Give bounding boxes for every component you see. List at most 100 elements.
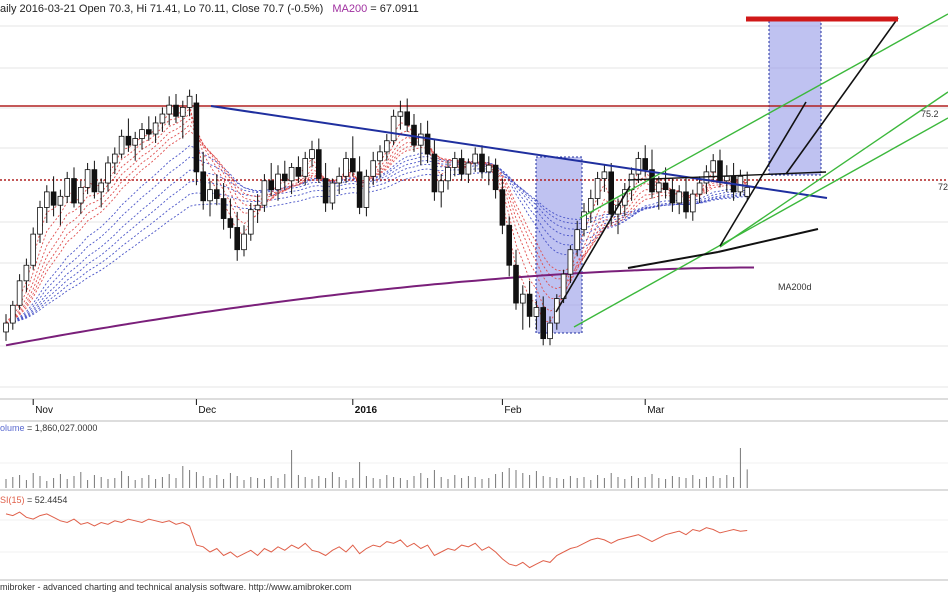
candle-up [567, 249, 574, 275]
price-header: aily 2016-03-21 Open 70.3, Hi 71.41, Lo … [0, 3, 419, 15]
volume-header: olume = 1,860,027.0000 [0, 423, 97, 433]
candle-up [254, 204, 261, 211]
candle-up [118, 135, 125, 155]
channel-line-inner [719, 91, 948, 248]
candle-up [594, 178, 601, 199]
level-label-upper: 75.2 [921, 109, 939, 119]
candle-down [322, 178, 329, 204]
candle-up [472, 153, 478, 164]
candle-down [173, 104, 179, 117]
ma200-header-label: MA200 [332, 3, 367, 15]
candle-up [288, 167, 295, 182]
candle-up [445, 167, 451, 182]
candle-down [506, 224, 512, 266]
x-tick-label: Feb [504, 405, 522, 416]
price-header-text: aily 2016-03-21 Open 70.3, Hi 71.41, Lo … [0, 3, 323, 15]
candle-down [356, 171, 363, 208]
candle-down [145, 129, 152, 135]
short-ema-ribbon [5, 102, 748, 324]
x-axis: Nov Dec 2016 Feb Mar [32, 399, 665, 416]
candle-up [166, 104, 173, 115]
candle-up [370, 160, 376, 177]
candle-down [479, 153, 485, 173]
candle-down [431, 153, 438, 193]
candle-up [247, 209, 254, 235]
long-ema-ribbon [5, 168, 748, 324]
moving-average-ribbons [5, 102, 748, 324]
impulse-line-feb [555, 185, 631, 313]
candle-up [302, 158, 308, 177]
candle-up [533, 307, 540, 317]
candle-down [349, 158, 356, 173]
impulse-line-mar-a [719, 101, 807, 247]
candle-up [98, 182, 105, 193]
candle-up [9, 304, 16, 324]
candle-down [649, 169, 655, 193]
rsi-header-value: = 52.4454 [27, 495, 67, 505]
rsi-line [5, 511, 748, 569]
candle-up [159, 113, 166, 124]
candle-down [268, 180, 274, 191]
descending-trendline [210, 105, 828, 199]
candle-up [417, 133, 424, 146]
volume-series [5, 448, 748, 488]
candle-up [710, 160, 716, 173]
candle-up [724, 175, 730, 182]
candle-down [683, 191, 689, 213]
candle-up [30, 233, 36, 266]
x-tick-label: 2016 [355, 405, 378, 416]
candle-up [438, 180, 444, 193]
ma200-header-value: = 67.0911 [370, 3, 418, 15]
candle-up [105, 162, 111, 184]
candle-down [315, 149, 322, 179]
candle-up [179, 106, 186, 117]
candle-up [601, 171, 608, 179]
candle-down [540, 307, 546, 340]
triangle-lower-line [627, 251, 719, 269]
rsi-header: SI(15) = 52.4454 [0, 495, 67, 505]
long-ema-ribbon [5, 145, 748, 324]
candle-up [656, 182, 662, 193]
candle-up [343, 158, 349, 177]
candle-up [363, 175, 370, 208]
candle-up [485, 164, 492, 173]
candle-up [574, 229, 580, 251]
candle-down [200, 171, 207, 202]
candle-up [581, 211, 587, 231]
candle-up [241, 233, 247, 251]
candle-up [186, 95, 193, 108]
candle-up [309, 149, 315, 159]
candle-up [547, 322, 553, 340]
volume-header-value: = 1,860,027.0000 [27, 423, 97, 433]
candle-down [234, 227, 241, 251]
x-tick-label: Dec [198, 405, 216, 416]
candle-up [520, 293, 526, 304]
candle-up [84, 169, 91, 188]
candle-up [112, 153, 118, 164]
candle-down [526, 293, 533, 317]
candle-up [207, 189, 213, 202]
candle-up [744, 187, 750, 197]
candle-up [336, 175, 342, 184]
candle-down [717, 160, 723, 182]
candle-up [383, 140, 390, 153]
ma200-label: MA200d [778, 282, 812, 292]
candle-down [71, 178, 77, 204]
candle-down [458, 158, 465, 175]
candle-up [23, 264, 30, 282]
candle-down [499, 189, 506, 226]
candle-up [588, 198, 594, 213]
volume-header-label: olume [0, 423, 25, 433]
candle-up [132, 138, 139, 146]
candle-up [78, 187, 84, 204]
candle-down [295, 167, 302, 177]
candle-down [424, 133, 431, 155]
candle-up [329, 182, 336, 204]
candle-up [37, 207, 43, 235]
candle-up [676, 191, 682, 204]
candle-up [690, 193, 696, 213]
level-label-lower: 72 [938, 182, 948, 192]
candle-down [642, 158, 648, 171]
triangle-lower-extension [717, 228, 819, 253]
